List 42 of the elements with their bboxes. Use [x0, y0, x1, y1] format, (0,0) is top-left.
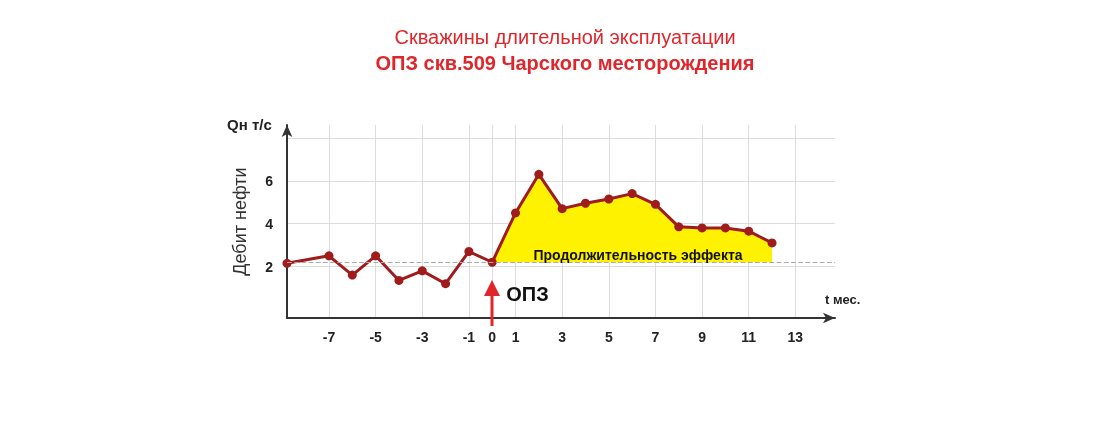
x-tick-label: -5	[369, 329, 383, 345]
point	[534, 169, 544, 179]
x-tick-label: 0	[488, 329, 497, 345]
x-tick-label: 3	[558, 329, 567, 345]
point	[650, 199, 660, 209]
y-axis-title: Дебит нефти	[230, 167, 250, 276]
x-tick-label: 1	[511, 329, 520, 345]
point	[627, 189, 637, 199]
point	[604, 194, 614, 204]
point	[394, 275, 404, 285]
point	[487, 257, 497, 267]
y-tick-label: 6	[265, 172, 274, 189]
x-tick-label: -7	[322, 329, 336, 345]
point	[324, 251, 334, 261]
point	[580, 198, 590, 208]
y-tick-label: 2	[265, 258, 274, 275]
x-tick-label: -1	[462, 329, 476, 345]
chart-subtitle: ОПЗ скв.509 Чарского месторождения	[375, 52, 755, 74]
point	[767, 238, 777, 248]
chart-title: Скважины длительной эксплуатации	[394, 26, 736, 48]
point	[697, 223, 707, 233]
x-tick-label: -3	[416, 329, 429, 345]
point	[511, 208, 521, 218]
point	[347, 270, 357, 280]
point	[371, 251, 381, 261]
annotation: Продолжительность эффекта	[533, 247, 743, 263]
point	[417, 266, 427, 276]
point	[744, 226, 754, 236]
x-tick-label: 13	[787, 329, 804, 345]
annotation: ОПЗ	[506, 283, 549, 305]
x-tick-label: 11	[741, 329, 757, 345]
x-tick-label: 5	[604, 329, 613, 345]
x-axis-title: t мес.	[825, 292, 861, 307]
y-tick-label: 4	[265, 215, 274, 232]
point	[464, 247, 474, 257]
x-tick-label: 7	[651, 329, 660, 345]
text: Qн т/с	[227, 116, 272, 133]
point	[441, 279, 451, 289]
point	[720, 223, 730, 233]
point	[674, 222, 684, 232]
point	[557, 204, 567, 214]
x-tick-label: 9	[698, 329, 707, 345]
